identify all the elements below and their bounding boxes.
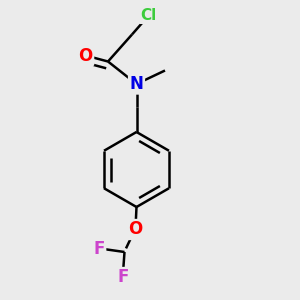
Text: F: F — [93, 240, 105, 258]
Text: Cl: Cl — [140, 8, 157, 22]
Text: N: N — [130, 75, 143, 93]
Text: O: O — [78, 46, 93, 64]
Text: O: O — [128, 220, 142, 238]
Text: F: F — [117, 268, 129, 286]
